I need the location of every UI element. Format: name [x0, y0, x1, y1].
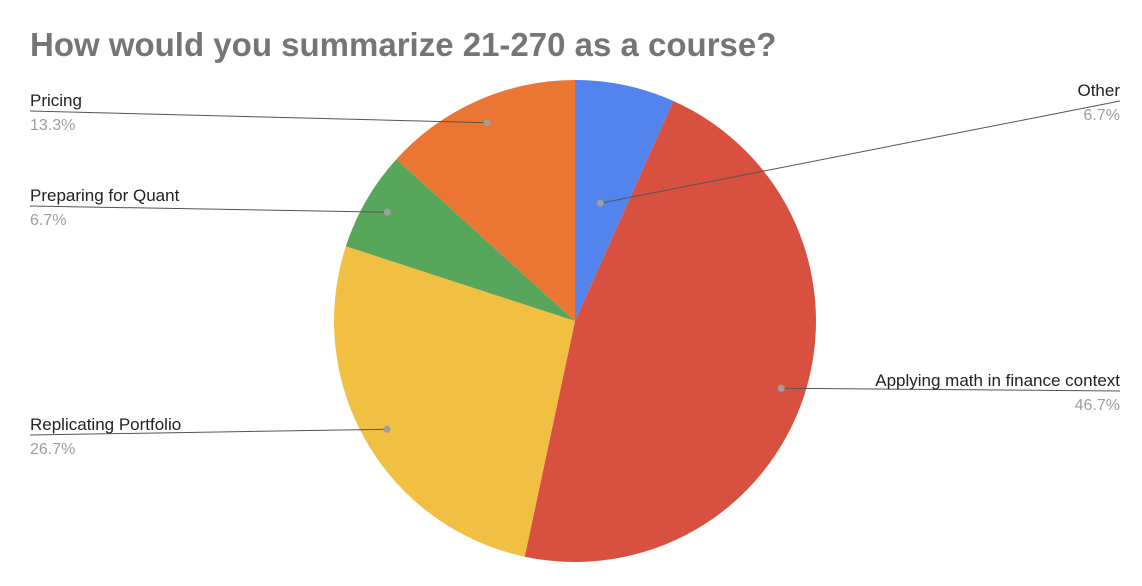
pie-slice-replicating-portfolio[interactable] — [334, 246, 575, 557]
pie-slice-other[interactable] — [575, 80, 674, 321]
slice-label-applying-math-in-finance-context: Applying math in finance context — [875, 371, 1120, 390]
leader-dot-pricing — [483, 119, 491, 127]
leader-line-applying-math-in-finance-context — [781, 387, 1121, 392]
leader-line-pricing — [29, 110, 488, 124]
pie-slices — [334, 80, 816, 562]
leader-dot-other — [596, 199, 604, 207]
chart-title: How would you summarize 21-270 as a cour… — [30, 26, 776, 63]
slice-label-replicating-portfolio: Replicating Portfolio — [30, 415, 181, 434]
pie-slice-preparing-for-quant[interactable] — [345, 159, 575, 321]
slice-value-pricing: 13.3% — [30, 117, 75, 134]
leader-line-preparing-for-quant — [29, 205, 388, 213]
leader-line-replicating-portfolio — [29, 428, 388, 436]
slice-label-other: Other — [1077, 81, 1120, 100]
leader-dot-preparing-for-quant — [383, 208, 391, 216]
slice-label-preparing-for-quant: Preparing for Quant — [30, 186, 180, 205]
slice-labels: Other 6.7% Applying math in finance contex… — [29, 81, 1121, 458]
pie-slice-pricing[interactable] — [396, 80, 575, 321]
slice-value-replicating-portfolio: 26.7% — [30, 441, 75, 458]
leader-dot-applying-math-in-finance-context — [777, 384, 785, 392]
leader-line-other — [600, 100, 1121, 204]
slice-label-pricing: Pricing — [30, 91, 82, 110]
slice-value-applying-math-in-finance-context: 46.7% — [1075, 397, 1120, 414]
leader-dot-replicating-portfolio — [383, 425, 391, 433]
slice-value-other: 6.7% — [1084, 107, 1120, 124]
pie-slice-applying-math-in-finance-context[interactable] — [524, 101, 816, 562]
slice-value-preparing-for-quant: 6.7% — [30, 212, 66, 229]
